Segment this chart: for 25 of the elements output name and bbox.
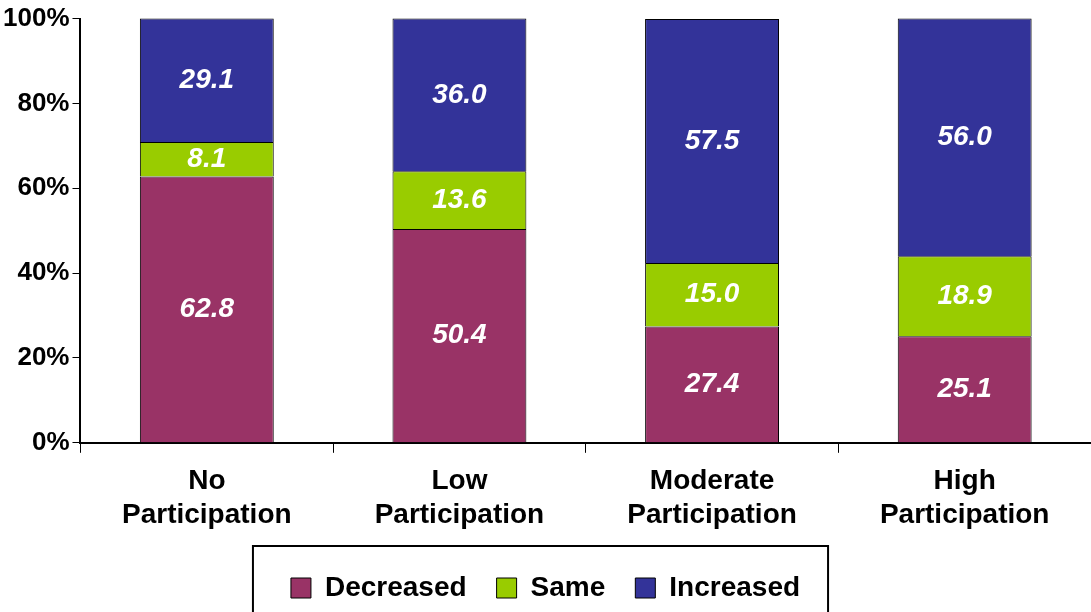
data-label: 15.0 [684, 277, 740, 309]
data-label: 13.6 [432, 182, 488, 214]
data-label: 27.4 [683, 367, 740, 399]
legend-label: Same [530, 570, 606, 602]
data-label: 8.1 [187, 141, 227, 173]
x-tick-label: Low Participation [374, 464, 545, 529]
data-label: 50.4 [432, 318, 488, 350]
legend-label: Decreased [324, 570, 467, 602]
legend-label: Increased [669, 570, 801, 602]
data-label: 25.1 [936, 372, 992, 404]
y-tick-label: 80% [17, 86, 70, 117]
y-tick-label: 0% [31, 425, 70, 456]
data-label: 57.5 [684, 123, 740, 155]
data-label: 62.8 [179, 292, 235, 324]
data-label: 36.0 [432, 77, 488, 109]
x-tick-label: No Participation [122, 464, 292, 529]
data-label: 29.1 [178, 63, 235, 95]
y-tick-label: 40% [17, 256, 70, 287]
y-tick-label: 60% [17, 171, 70, 202]
y-tick-label: 100% [3, 1, 70, 32]
y-tick-label: 20% [17, 341, 70, 372]
data-label: 56.0 [937, 120, 993, 152]
x-tick-label: High Participation [879, 464, 1050, 529]
x-tick-label: Moderate Participation [627, 464, 797, 529]
data-label: 18.9 [937, 278, 993, 310]
